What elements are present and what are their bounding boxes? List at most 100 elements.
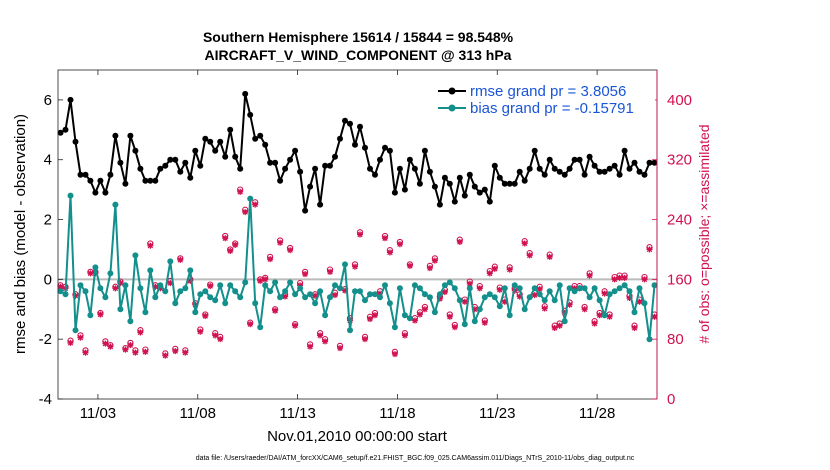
bias-point: [626, 288, 633, 295]
obs-assimilated-marker: [516, 293, 523, 300]
bias-point: [506, 312, 513, 319]
rmse-point: [411, 165, 418, 172]
bias-point: [132, 252, 139, 259]
rmse-point: [182, 159, 189, 166]
rmse-point: [516, 168, 523, 175]
obs-assimilated-marker: [177, 256, 184, 263]
rmse-point: [312, 165, 319, 172]
bias-point: [227, 282, 234, 289]
obs-assimilated-marker: [302, 271, 309, 278]
bias-point: [117, 306, 124, 313]
bias-point: [257, 324, 264, 331]
bias-point: [377, 294, 383, 301]
bias-point: [192, 309, 199, 316]
obs-assimilated-marker: [356, 231, 363, 238]
bias-point: [247, 195, 254, 202]
rmse-point: [636, 168, 643, 175]
obs-assimilated-marker: [621, 274, 628, 281]
rmse-point: [212, 147, 219, 154]
rmse-point: [511, 180, 518, 187]
rmse-point: [451, 198, 458, 205]
obs-assimilated-marker: [496, 286, 503, 293]
bias-point: [307, 291, 314, 298]
bias-point: [436, 291, 443, 298]
obs-assimilated-marker: [122, 346, 129, 353]
rmse-point: [501, 180, 508, 187]
bias-point: [252, 300, 259, 307]
bias-point: [57, 288, 64, 295]
rmse-point: [147, 177, 154, 184]
obs-assimilated-marker: [157, 285, 164, 292]
footer-data-file: data file: /Users/raeder/DAI/ATM_forcXX/…: [196, 455, 635, 462]
bias-point: [177, 288, 184, 295]
bias-point: [621, 282, 628, 289]
bias-point: [137, 285, 144, 292]
rmse-point: [192, 147, 199, 154]
rmse-point: [277, 177, 284, 184]
rmse-point: [187, 174, 194, 181]
obs-assimilated-marker: [82, 349, 89, 356]
obs-assimilated-marker: [416, 311, 423, 318]
obs-assimilated-marker: [172, 348, 179, 355]
y-left-tick-label: 4: [44, 152, 52, 169]
obs-assimilated-marker: [396, 241, 403, 248]
rmse-point: [486, 198, 493, 205]
obs-assimilated-marker: [406, 262, 413, 269]
bias-point: [77, 282, 84, 289]
rmse-point: [586, 153, 593, 160]
rmse-point: [466, 171, 473, 178]
rmse-point: [267, 159, 274, 166]
bias-point: [641, 300, 648, 307]
bias-point: [491, 294, 498, 301]
rmse-point: [252, 135, 259, 142]
rmse-point: [456, 174, 463, 181]
obs-assimilated-marker: [227, 247, 234, 254]
obs-assimilated-marker: [97, 311, 104, 318]
rmse-point: [596, 168, 603, 175]
obs-assimilated-marker: [521, 240, 528, 247]
obs-assimilated-marker: [651, 313, 658, 320]
rmse-point: [367, 165, 373, 172]
obs-assimilated-marker: [252, 201, 259, 208]
rmse-point: [426, 168, 433, 175]
obs-assimilated-marker: [361, 336, 368, 343]
bias-point: [416, 285, 423, 292]
bias-point: [426, 294, 433, 301]
rmse-point: [531, 147, 538, 154]
bias-point: [182, 285, 189, 292]
obs-assimilated-marker: [187, 277, 194, 284]
obs-assimilated-marker: [317, 332, 324, 339]
rmse-point: [262, 141, 269, 148]
bias-point: [501, 285, 508, 292]
rmse-point: [611, 162, 618, 169]
bias-point: [646, 336, 653, 343]
rmse-point: [272, 159, 279, 166]
bias-point: [322, 312, 329, 319]
bias-point: [232, 288, 239, 295]
bias-point: [287, 279, 294, 286]
bias-point: [102, 294, 109, 301]
obs-assimilated-marker: [501, 298, 508, 305]
obs-assimilated-marker: [641, 276, 648, 283]
bias-point: [142, 309, 149, 316]
bias-point: [262, 282, 269, 289]
bias-point: [446, 279, 453, 286]
rmse-point: [491, 162, 498, 169]
rmse-point: [651, 159, 658, 166]
legend-bias-marker: [448, 104, 456, 112]
bias-point: [187, 267, 194, 274]
rmse-point: [521, 177, 528, 184]
obs-assimilated-marker: [506, 266, 513, 273]
obs-assimilated-marker: [207, 283, 214, 290]
obs-assimilated-marker: [556, 322, 563, 329]
rmse-point: [232, 153, 239, 160]
y-axis-left: -4 -2 0 2 4 6: [39, 92, 63, 408]
bias-point: [421, 291, 428, 298]
y-right-tick-label: 80: [667, 331, 684, 348]
bias-point: [212, 297, 219, 304]
bias-point: [551, 297, 558, 304]
obs-assimilated-marker: [182, 349, 189, 356]
obs-assimilated-marker: [451, 324, 458, 331]
x-tick-label: 11/23: [479, 405, 515, 422]
rmse-point: [167, 156, 174, 163]
